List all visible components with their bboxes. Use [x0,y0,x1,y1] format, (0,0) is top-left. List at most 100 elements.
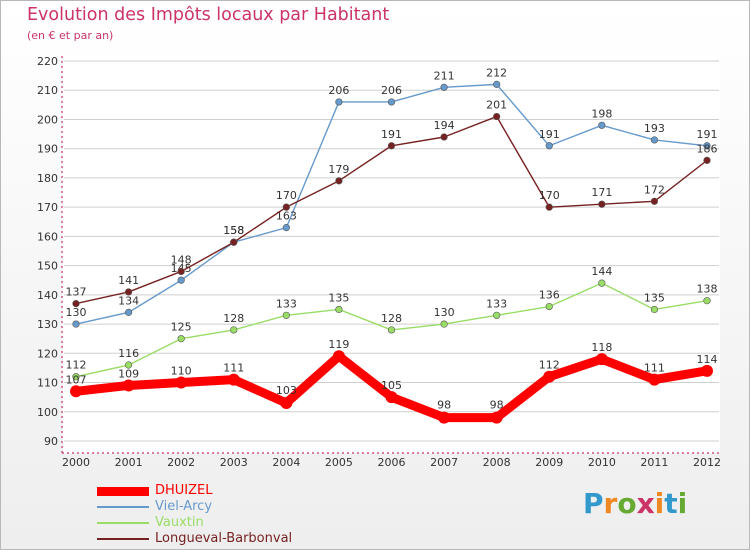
data-point [124,308,133,316]
data-point [282,203,290,211]
data-label: 133 [276,297,297,310]
y-tick-label: 150 [37,260,58,273]
data-point [703,156,711,164]
x-tick-label: 2011 [640,456,668,469]
data-label: 112 [539,359,560,372]
data-label: 191 [539,128,560,141]
data-label: 144 [591,265,612,278]
legend-label: Vauxtin [155,515,204,530]
y-tick-label: 200 [37,113,58,126]
data-point [545,142,553,150]
data-label: 135 [328,291,349,304]
y-tick-label: 140 [37,289,58,302]
data-point [648,373,661,386]
data-label: 206 [328,84,349,97]
data-point [124,288,133,296]
data-point [545,302,553,311]
y-tick-label: 120 [37,347,58,360]
data-point [543,370,556,383]
data-label: 135 [644,291,665,304]
y-tick-label: 110 [37,377,58,390]
data-point [280,397,293,409]
x-tick-label: 2010 [588,456,616,469]
data-label: 130 [66,306,87,319]
data-label: 170 [276,189,297,202]
data-label: 212 [486,66,507,79]
data-label: 109 [118,367,139,380]
data-label: 128 [381,312,402,325]
x-tick-label: 2006 [378,456,406,469]
data-label: 136 [539,289,560,302]
data-point [598,279,606,287]
data-point [598,121,606,129]
proxiti-logo: Proxiti [583,487,688,520]
data-label: 171 [591,186,612,199]
data-point [177,276,185,284]
data-point [335,98,343,106]
data-point [440,133,448,141]
data-point [122,379,135,392]
x-tick-label: 2007 [430,456,458,469]
x-tick-label: 2000 [62,456,90,469]
y-tick-label: 180 [37,172,58,185]
y-tick-label: 100 [37,406,58,419]
x-tick-label: 2003 [220,456,248,469]
x-tick-label: 2004 [272,456,300,469]
data-label: 158 [223,224,244,237]
y-tick-label: 220 [37,55,58,68]
data-point [72,320,80,328]
data-point [493,80,501,88]
data-point [650,136,659,144]
data-label: 186 [697,142,718,155]
legend-swatch [97,522,149,524]
data-point [545,203,553,211]
legend-label: Viel-Arcy [155,499,213,514]
y-tick-label: 130 [37,318,58,331]
data-point [332,350,345,363]
data-point [230,326,238,334]
data-label: 206 [381,84,402,97]
data-point [177,267,185,276]
data-label: 211 [434,69,455,82]
data-point [385,391,398,404]
data-label: 105 [381,379,402,392]
data-point [335,305,343,314]
data-point [493,112,501,121]
data-label: 179 [328,163,349,176]
data-label: 141 [118,274,139,287]
data-point [598,200,606,208]
data-point [438,411,451,424]
data-point [72,300,80,308]
data-label: 116 [118,347,139,360]
data-point [440,320,448,328]
x-tick-label: 2008 [483,456,511,469]
legend-label: Longueval-Barbonval [155,531,293,546]
data-label: 118 [591,341,612,354]
data-point [701,364,713,377]
data-label: 98 [437,399,451,412]
x-tick-label: 2012 [693,456,721,469]
data-label: 98 [490,399,504,412]
data-point [72,373,80,381]
data-label: 110 [171,365,192,378]
data-label: 191 [381,128,402,141]
x-tick-label: 2005 [325,456,353,469]
data-label: 201 [486,99,507,112]
data-label: 125 [171,321,192,334]
y-tick-label: 210 [37,84,58,97]
data-label: 128 [223,312,244,325]
y-tick-label: 160 [37,230,58,243]
chart-subtitle: (en € et par an) [27,29,114,42]
chart-title: Evolution des Impôts locaux par Habitant [27,5,390,25]
data-label: 193 [644,122,665,135]
x-tick-label: 2001 [115,456,143,469]
data-point [493,311,501,319]
data-point [490,411,503,424]
data-label: 158 [223,224,244,237]
legend-swatch [97,538,149,540]
data-label: 103 [276,384,297,397]
data-point [650,197,659,205]
data-point [595,353,608,366]
